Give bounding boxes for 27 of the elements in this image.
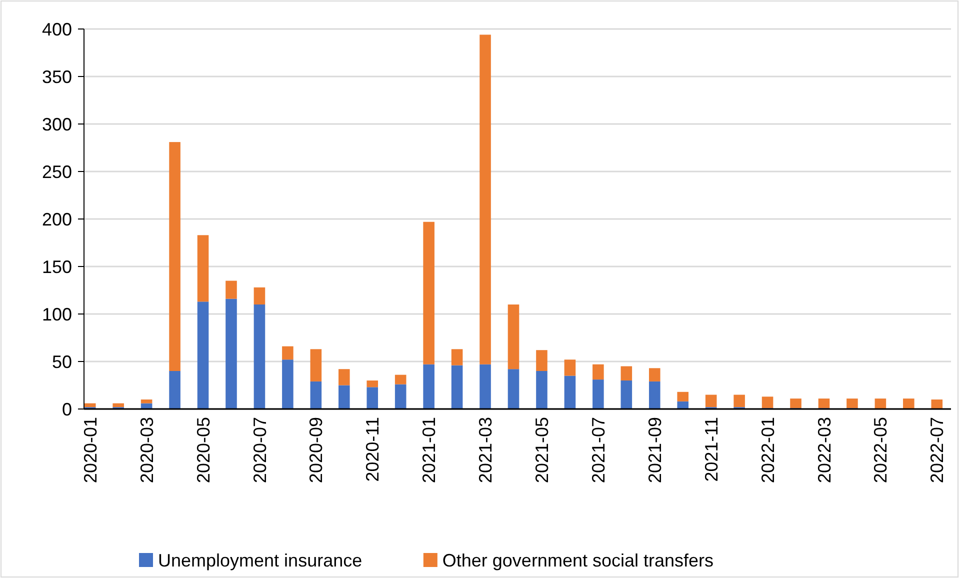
y-tick-label: 200	[42, 209, 72, 230]
x-tick-label: 2022-01	[758, 417, 778, 484]
x-tick-label: 2021-05	[532, 417, 552, 484]
y-tick-label: 250	[42, 162, 72, 182]
x-tick-label: 2020-01	[80, 417, 100, 484]
x-tick-label: 2021-03	[476, 417, 496, 484]
x-tick-label: 2020-07	[250, 417, 270, 484]
x-tick-label: 2022-03	[814, 417, 834, 484]
x-tick-label: 2021-11	[701, 417, 722, 482]
x-tick-label: 2021-01	[419, 417, 440, 484]
y-tick-label: 100	[42, 304, 72, 324]
y-tick-label: 50	[52, 352, 72, 372]
x-tick-label: 2020-03	[136, 417, 157, 484]
x-tick-label: 2020-11	[362, 417, 383, 482]
y-tick-label: 0	[62, 399, 72, 420]
x-tick-label: 2022-05	[870, 417, 891, 484]
x-tick-label: 2021-09	[644, 417, 665, 484]
legend-label: Unemployment insurance	[158, 550, 362, 570]
y-tick-label: 400	[42, 19, 72, 40]
y-tick-label: 150	[42, 256, 72, 277]
y-tick-label: 300	[42, 114, 72, 134]
legend-label: Other government social transfers	[442, 550, 714, 570]
x-tick-label: 2020-05	[193, 417, 214, 484]
x-tick-label: 2021-07	[588, 417, 608, 484]
y-tick-label: 350	[42, 66, 72, 87]
x-tick-label: 2020-09	[306, 417, 326, 484]
x-tick-label: 2022-07	[927, 417, 948, 484]
